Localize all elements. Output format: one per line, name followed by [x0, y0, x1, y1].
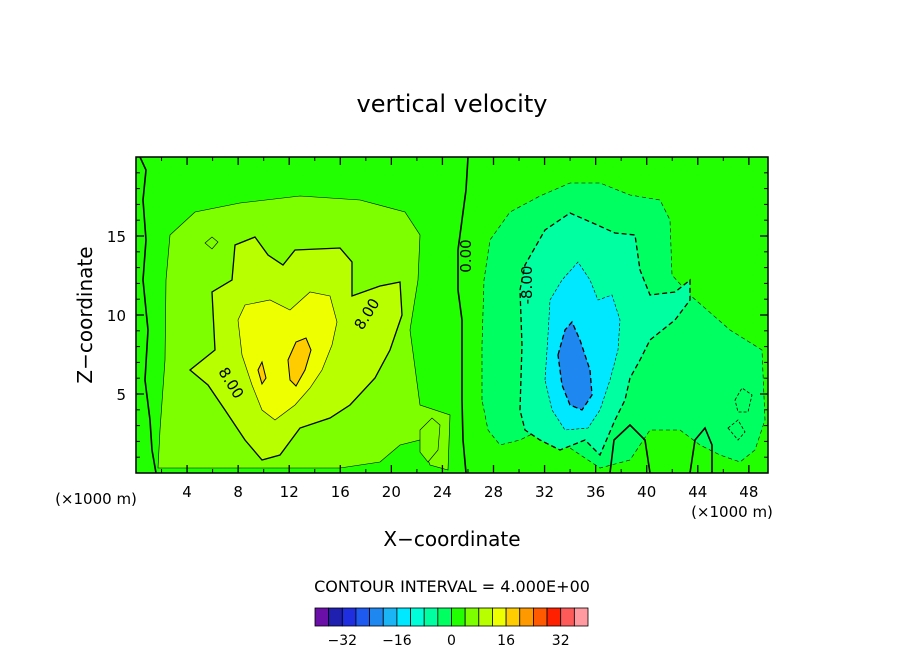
updraft-small-cell [204, 236, 219, 250]
x-tick-label: 24 [433, 483, 452, 501]
colorbar [314, 607, 589, 627]
contour-interval-text: CONTOUR INTERVAL = 4.000E+00 [314, 577, 590, 596]
updraft-level-12-fill [237, 291, 338, 421]
colorbar-swatch [369, 607, 384, 627]
colorbar-swatch [355, 607, 371, 627]
colorbar-swatch [519, 607, 534, 627]
x-axis-ticks: 4 8 12 16 20 24 28 32 36 40 44 48 [161, 157, 758, 501]
updraft-small-cell-2 [419, 417, 441, 463]
x-unit-label-right: (×1000 m) [691, 503, 773, 521]
x-unit-label-left: (×1000 m) [55, 490, 137, 508]
colorbar-swatch [505, 607, 521, 627]
downdraft-small-cell-2 [727, 419, 746, 441]
colorbar-swatch [478, 607, 493, 627]
zero-contour-line [457, 157, 469, 473]
zero-contour-line-bottom [609, 423, 713, 473]
colorbar-tick-label: 0 [447, 633, 456, 649]
x-tick-label: 8 [233, 483, 243, 501]
colorbar-swatch [314, 607, 330, 627]
colorbar-swatch [410, 607, 425, 627]
contour-field [136, 157, 768, 473]
x-tick-label: 36 [586, 483, 605, 501]
contour-label-negative: -8.00 [518, 266, 536, 305]
x-tick-label: 40 [637, 483, 656, 501]
x-axis-label: X−coordinate [383, 527, 520, 551]
colorbar-tick-labels: −32 −16 0 16 32 [328, 633, 570, 649]
colorbar-swatch [423, 607, 439, 627]
x-tick-label: 32 [535, 483, 554, 501]
x-tick-label: 48 [739, 483, 758, 501]
x-tick-label: 16 [331, 483, 350, 501]
x-tick-label: 28 [484, 483, 503, 501]
colorbar-swatch [560, 607, 575, 627]
downdraft-level-16-fill [557, 320, 593, 411]
x-tick-label: 44 [688, 483, 707, 501]
updraft-level-16-fill-2 [257, 360, 267, 386]
colorbar-tick-label: −16 [382, 633, 412, 649]
colorbar-swatch [546, 607, 562, 627]
colorbar-tick-label: 16 [497, 633, 515, 649]
y-tick-label: 5 [116, 386, 126, 404]
downdraft-small-cell [734, 387, 753, 413]
y-tick-label: 15 [107, 228, 126, 246]
colorbar-swatch [492, 607, 507, 627]
x-tick-label: 20 [382, 483, 401, 501]
x-tick-label: 4 [182, 483, 192, 501]
colorbar-tick-label: −32 [328, 633, 358, 649]
colorbar-swatch [382, 607, 398, 627]
y-axis-label: Z−coordinate [73, 246, 97, 383]
y-tick-label: 10 [107, 307, 126, 325]
y-axis-ticks: 5 10 15 [107, 172, 768, 458]
colorbar-swatch [341, 607, 357, 627]
colorbar-swatch [451, 607, 466, 627]
colorbar-swatch [464, 607, 480, 627]
colorbar-swatch [533, 607, 548, 627]
updraft-level-16-fill [287, 337, 312, 387]
colorbar-tick-label: 32 [552, 633, 570, 649]
colorbar-swatch [437, 607, 452, 627]
chart-title: vertical velocity [357, 90, 548, 118]
colorbar-swatch [328, 607, 343, 627]
colorbar-swatch [396, 607, 411, 627]
contour-label-zero: 0.00 [457, 239, 475, 272]
zero-contour-line-left [139, 157, 157, 473]
x-tick-label: 12 [280, 483, 299, 501]
colorbar-swatch [573, 607, 589, 627]
